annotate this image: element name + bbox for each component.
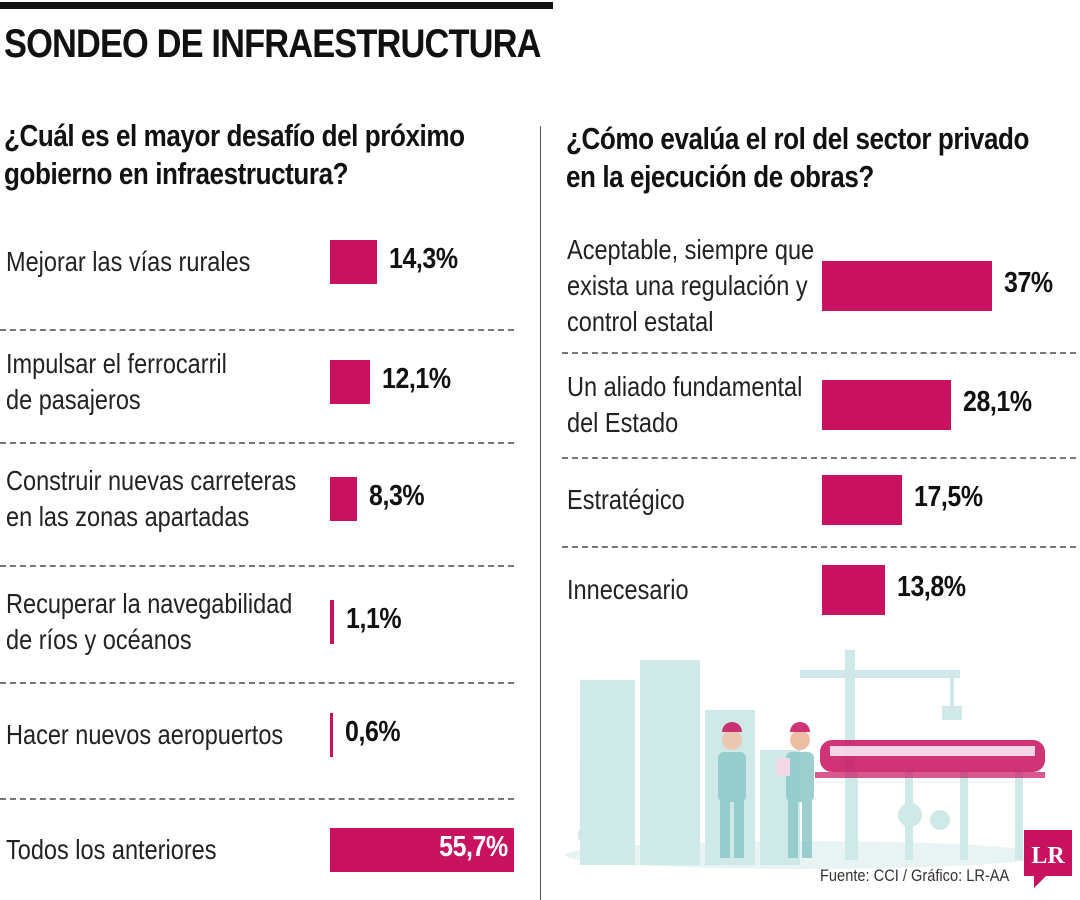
left-bar [330,713,333,757]
lr-logo: LR [1024,830,1072,888]
left-category-label-line: de ríos y océanos [6,624,192,655]
right-bar [822,565,886,615]
left-value-label: 55,7% [439,831,508,863]
source-note: Fuente: CCI / Gráfico: LR-AA [820,866,1010,885]
left-category-label-line: en las zonas apartadas [6,501,250,532]
left-row-divider [0,798,514,800]
right-value-label: 37% [1004,267,1053,299]
left-category-label-line: Impulsar el ferrocarril [6,348,227,379]
right-category-label-line: Innecesario [567,574,689,605]
right-category-label: Un aliado fundamental del Estado [567,369,802,441]
left-row-divider [0,329,514,331]
right-category-label-line: Aceptable, siempre que [567,234,815,265]
right-category-label-line: exista una regulación y [567,270,808,301]
left-value-label: 1,1% [345,603,402,635]
page-title: SONDEO DE INFRAESTRUCTURA [4,22,541,66]
left-category-label: Impulsar el ferrocarril de pasajeros [6,346,227,418]
top-rule [0,2,553,9]
right-value-label: 17,5% [914,481,983,513]
right-row-divider [562,457,1076,459]
right-title-line-1: ¿Cómo evalúa el rol del sector privado [566,121,1030,156]
left-category-label: Recuperar la navegabilidad de ríos y océa… [6,586,292,658]
left-value-label: 0,6% [345,716,401,748]
right-value-label: 28,1% [963,386,1032,418]
left-bar [330,477,358,521]
left-category-label: Construir nuevas carreteras en las zonas … [6,463,296,535]
left-bar [330,828,514,872]
right-bar [822,261,992,311]
left-row-divider [0,565,514,567]
left-row-divider [0,442,514,444]
right-category-label: Estratégico [567,482,685,518]
left-category-label-line: Mejorar las vías rurales [6,246,251,277]
right-row-divider [562,352,1076,354]
right-category-label: Aceptable, siempre que exista una regulac… [567,232,814,340]
left-title-line-1: ¿Cuál es el mayor desafío del próximo [4,118,465,153]
left-bar [330,600,334,644]
right-bar [822,475,903,525]
left-category-label: Hacer nuevos aeropuertos [6,717,283,753]
right-title-line-2: en la ejecución de obras? [566,159,874,194]
column-divider [540,126,541,900]
left-category-label-line: Hacer nuevos aeropuertos [6,719,284,750]
left-category-label-line: Todos los anteriores [6,834,217,865]
left-row-divider [0,682,514,684]
left-value-label: 12,1% [381,363,451,395]
right-category-label: Innecesario [567,572,689,608]
left-category-label-line: de pasajeros [6,384,141,415]
right-row-divider [562,546,1076,548]
right-value-label: 13,8% [897,571,966,603]
construction-illustration [565,650,1045,869]
right-bar [822,380,952,430]
left-value-label: 8,3% [369,480,425,512]
left-value-label: 14,3% [389,243,458,275]
left-category-label-line: Recuperar la navegabilidad [6,588,293,619]
right-chart-title: ¿Cómo evalúa el rol del sector privado e… [566,120,1029,196]
left-title-line-2: gobierno en infraestructura? [4,156,349,191]
left-category-label-line: Construir nuevas carreteras [6,465,297,496]
logo-text: LR [1031,843,1065,869]
right-category-label-line: Estratégico [567,484,685,515]
right-category-label-line: Un aliado fundamental [567,371,803,402]
left-chart-title: ¿Cuál es el mayor desafío del próximo go… [4,117,465,193]
left-category-label: Todos los anteriores [6,832,216,868]
right-category-label-line: control estatal [567,306,714,337]
left-category-label: Mejorar las vías rurales [6,244,250,280]
left-bar [330,360,370,404]
right-category-label-line: del Estado [567,407,679,438]
left-bar [330,240,378,284]
